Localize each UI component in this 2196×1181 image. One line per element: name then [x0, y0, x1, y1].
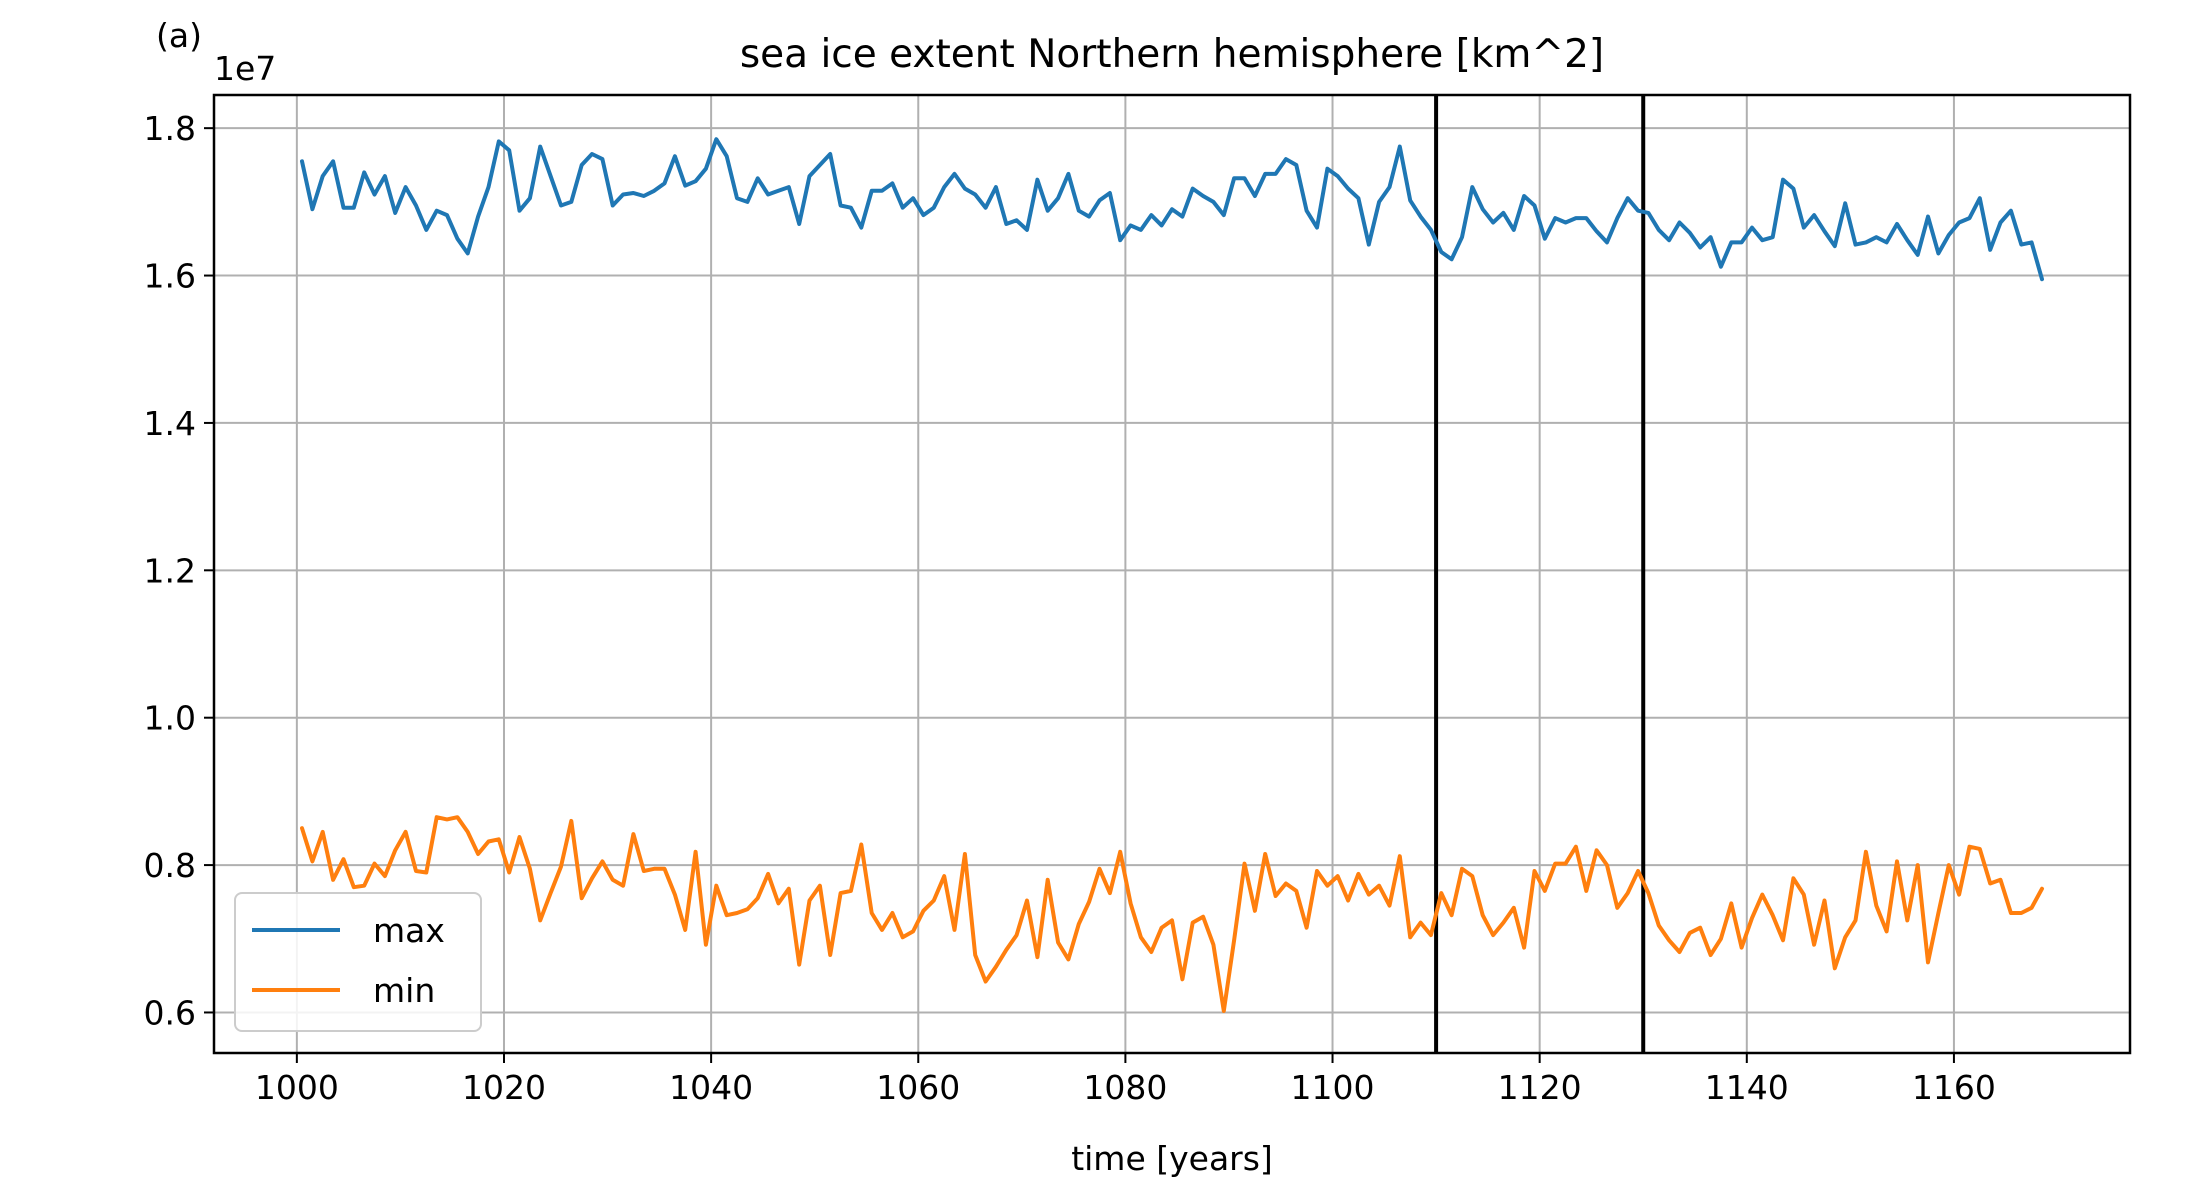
x-tick-label: 1020: [462, 1068, 546, 1107]
y-tick-label: 1.6: [144, 257, 196, 296]
x-axis-label: time [years]: [1071, 1139, 1273, 1178]
y-axis-ticks: 0.6 0.8 1.0 1.2 1.4 1.6 1.8: [144, 109, 214, 1032]
x-tick-label: 1000: [255, 1068, 339, 1107]
x-tick-label: 1100: [1291, 1068, 1375, 1107]
series-line-max: [300, 137, 2044, 282]
legend: max min: [234, 892, 482, 1032]
y-tick-label: 0.8: [144, 846, 196, 885]
x-tick-label: 1080: [1083, 1068, 1167, 1107]
legend-box: [234, 892, 482, 1032]
plot-area-frame: [212, 93, 2132, 1055]
y-tick-label: 0.6: [144, 993, 196, 1032]
x-tick-label: 1140: [1705, 1068, 1789, 1107]
data-series: [300, 137, 2044, 1013]
vertical-markers: [1434, 95, 1646, 1053]
y-tick-label: 1.2: [144, 551, 196, 590]
y-tick-label: 1.4: [144, 404, 196, 443]
x-tick-label: 1160: [1912, 1068, 1996, 1107]
chart-title: sea ice extent Northern hemisphere [km^2…: [740, 32, 1604, 77]
grid-lines: [214, 95, 2130, 1053]
series-line-min: [300, 815, 2044, 1013]
panel-label: (a): [156, 16, 202, 55]
x-tick-label: 1060: [876, 1068, 960, 1107]
x-tick-label: 1040: [669, 1068, 753, 1107]
x-tick-label: 1120: [1498, 1068, 1582, 1107]
x-axis-ticks: 1000 1020 1040 1060 1080 1100 1120 1140 1160: [255, 1053, 1996, 1107]
legend-label-max: max: [373, 911, 445, 950]
y-scale-multiplier: 1e7: [214, 49, 276, 88]
y-tick-label: 1.8: [144, 109, 196, 148]
legend-label-min: min: [373, 971, 435, 1010]
y-tick-label: 1.0: [144, 699, 196, 738]
